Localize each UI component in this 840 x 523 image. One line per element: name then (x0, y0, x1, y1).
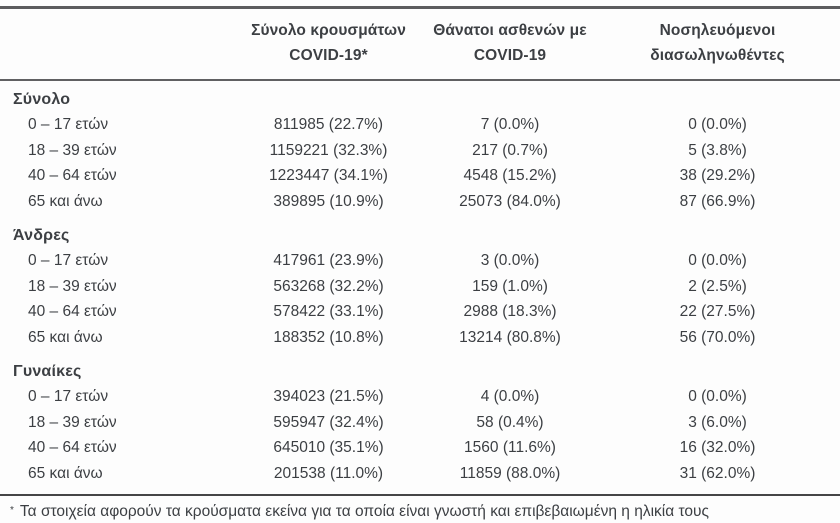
column-header-total-cases-line1: Σύνολο κρουσμάτων (251, 22, 406, 39)
column-header-total-cases: Σύνολο κρουσμάτων COVID-19* (232, 6, 425, 81)
cell-deaths: 58 (0.4%) (476, 413, 544, 431)
table-row: 18 – 39 ετών 595947 (32.4%) 58 (0.4%) 3 … (0, 410, 840, 436)
column-header-deaths: Θάνατοι ασθενών με COVID-19 (425, 6, 595, 81)
row-label-age: 40 – 64 ετών (28, 303, 117, 320)
cell-deaths: 4548 (15.2%) (463, 167, 557, 184)
cell-cases: 811985 (22.7%) (273, 116, 384, 133)
column-header-deaths-line2: COVID-19 (473, 47, 547, 64)
section-header-women: Γυναίκες (13, 363, 82, 380)
cell-intubated: 2 (2.5%) (688, 277, 747, 295)
table-header: Σύνολο κρουσμάτων COVID-19* Θάνατοι ασθε… (0, 6, 840, 81)
column-header-intubated-line1: Νοσηλευόμενοι (659, 22, 776, 39)
cell-cases: 201538 (11.0%) (273, 464, 384, 482)
cell-cases: 578422 (33.1%) (273, 303, 384, 320)
section-header-men: Άνδρες (13, 227, 70, 244)
cell-deaths: 25073 (84.0%) (459, 192, 561, 210)
cell-deaths: 11859 (88.0%) (459, 464, 561, 482)
column-header-deaths-line1: Θάνατοι ασθενών με (433, 22, 587, 39)
cell-cases: 1223447 (34.1%) (269, 167, 388, 184)
cell-cases: 394023 (21.5%) (273, 388, 384, 405)
table-row: 0 – 17 ετών 394023 (21.5%) 4 (0.0%) 0 (0… (0, 384, 840, 410)
column-header-total-cases-line2: COVID-19* (289, 47, 368, 64)
cell-intubated: 0 (0.0%) (688, 388, 747, 405)
cell-deaths: 4 (0.0%) (480, 388, 540, 405)
table-row: 40 – 64 ετών 645010 (35.1%) 1560 (11.6%)… (0, 435, 840, 461)
cell-intubated: 22 (27.5%) (679, 303, 756, 320)
row-label-age: 65 και άνω (28, 192, 103, 210)
row-label-age: 65 και άνω (28, 328, 103, 346)
cell-cases: 595947 (32.4%) (273, 413, 384, 431)
table-row: 65 και άνω 188352 (10.8%) 13214 (80.8%) … (0, 325, 840, 351)
cell-deaths: 7 (0.0%) (480, 116, 540, 133)
cell-deaths: 13214 (80.8%) (459, 328, 561, 346)
table-row: 40 – 64 ετών 1223447 (34.1%) 4548 (15.2%… (0, 163, 840, 189)
cell-cases: 1159221 (32.3%) (269, 141, 388, 159)
cell-deaths: 3 (0.0%) (480, 252, 540, 269)
row-label-age: 18 – 39 ετών (28, 277, 117, 295)
cell-intubated: 0 (0.0%) (688, 252, 747, 269)
table-row: 18 – 39 ετών 563268 (32.2%) 159 (1.0%) 2… (0, 274, 840, 300)
row-label-age: 40 – 64 ετών (28, 439, 117, 456)
footnote-asterisk-marker: * (10, 505, 14, 516)
table-row: 18 – 39 ετών 1159221 (32.3%) 217 (0.7%) … (0, 138, 840, 164)
cell-intubated: 38 (29.2%) (679, 167, 756, 184)
cell-intubated: 56 (70.0%) (679, 328, 756, 346)
row-label-age: 40 – 64 ετών (28, 167, 117, 184)
cell-cases: 389895 (10.9%) (273, 192, 384, 210)
cell-intubated: 31 (62.0%) (679, 464, 756, 482)
cell-intubated: 3 (6.0%) (688, 413, 747, 431)
column-header-intubated-line2: διασωληνωθέντες (650, 47, 785, 64)
row-label-age: 65 και άνω (28, 464, 103, 482)
section-header-total: Σύνολο (13, 91, 71, 108)
column-header-empty (0, 6, 232, 81)
cell-intubated: 0 (0.0%) (688, 116, 747, 133)
cell-cases: 188352 (10.8%) (273, 328, 384, 346)
row-label-age: 0 – 17 ετών (28, 116, 109, 133)
cell-intubated: 5 (3.8%) (688, 141, 747, 159)
cell-deaths: 2988 (18.3%) (463, 303, 557, 320)
cell-deaths: 159 (1.0%) (472, 277, 548, 295)
section-men: Άνδρες 0 – 17 ετών 417961 (23.9%) 3 (0.0… (0, 214, 840, 350)
row-label-age: 18 – 39 ετών (28, 141, 117, 159)
cell-intubated: 87 (66.9%) (679, 192, 756, 210)
section-women: Γυναίκες 0 – 17 ετών 394023 (21.5%) 4 (0… (0, 350, 840, 486)
row-label-age: 18 – 39 ετών (28, 413, 117, 431)
cell-cases: 417961 (23.9%) (273, 252, 384, 269)
cell-intubated: 16 (32.0%) (679, 439, 756, 456)
footnote-text: Τα στοιχεία αφορούν τα κρούσματα εκείνα … (19, 503, 709, 520)
table-row: 0 – 17 ετών 417961 (23.9%) 3 (0.0%) 0 (0… (0, 248, 840, 274)
cell-deaths: 217 (0.7%) (472, 141, 548, 159)
table-footnote: * Τα στοιχεία αφορούν τα κρούσματα εκείνα… (0, 494, 840, 523)
age-distribution-table: Σύνολο κρουσμάτων COVID-19* Θάνατοι ασθε… (0, 6, 840, 486)
row-label-age: 0 – 17 ετών (28, 252, 109, 269)
cell-cases: 563268 (32.2%) (273, 277, 384, 295)
table-row: 65 και άνω 201538 (11.0%) 11859 (88.0%) … (0, 461, 840, 487)
column-header-intubated: Νοσηλευόμενοι διασωληνωθέντες (595, 6, 840, 81)
section-total: Σύνολο 0 – 17 ετών 811985 (22.7%) 7 (0.0… (0, 80, 840, 214)
cell-cases: 645010 (35.1%) (273, 439, 384, 456)
table-row: 65 και άνω 389895 (10.9%) 25073 (84.0%) … (0, 189, 840, 215)
cell-deaths: 1560 (11.6%) (464, 439, 556, 456)
row-label-age: 0 – 17 ετών (28, 388, 109, 405)
table-row: 40 – 64 ετών 578422 (33.1%) 2988 (18.3%)… (0, 299, 840, 325)
table-row: 0 – 17 ετών 811985 (22.7%) 7 (0.0%) 0 (0… (0, 112, 840, 138)
